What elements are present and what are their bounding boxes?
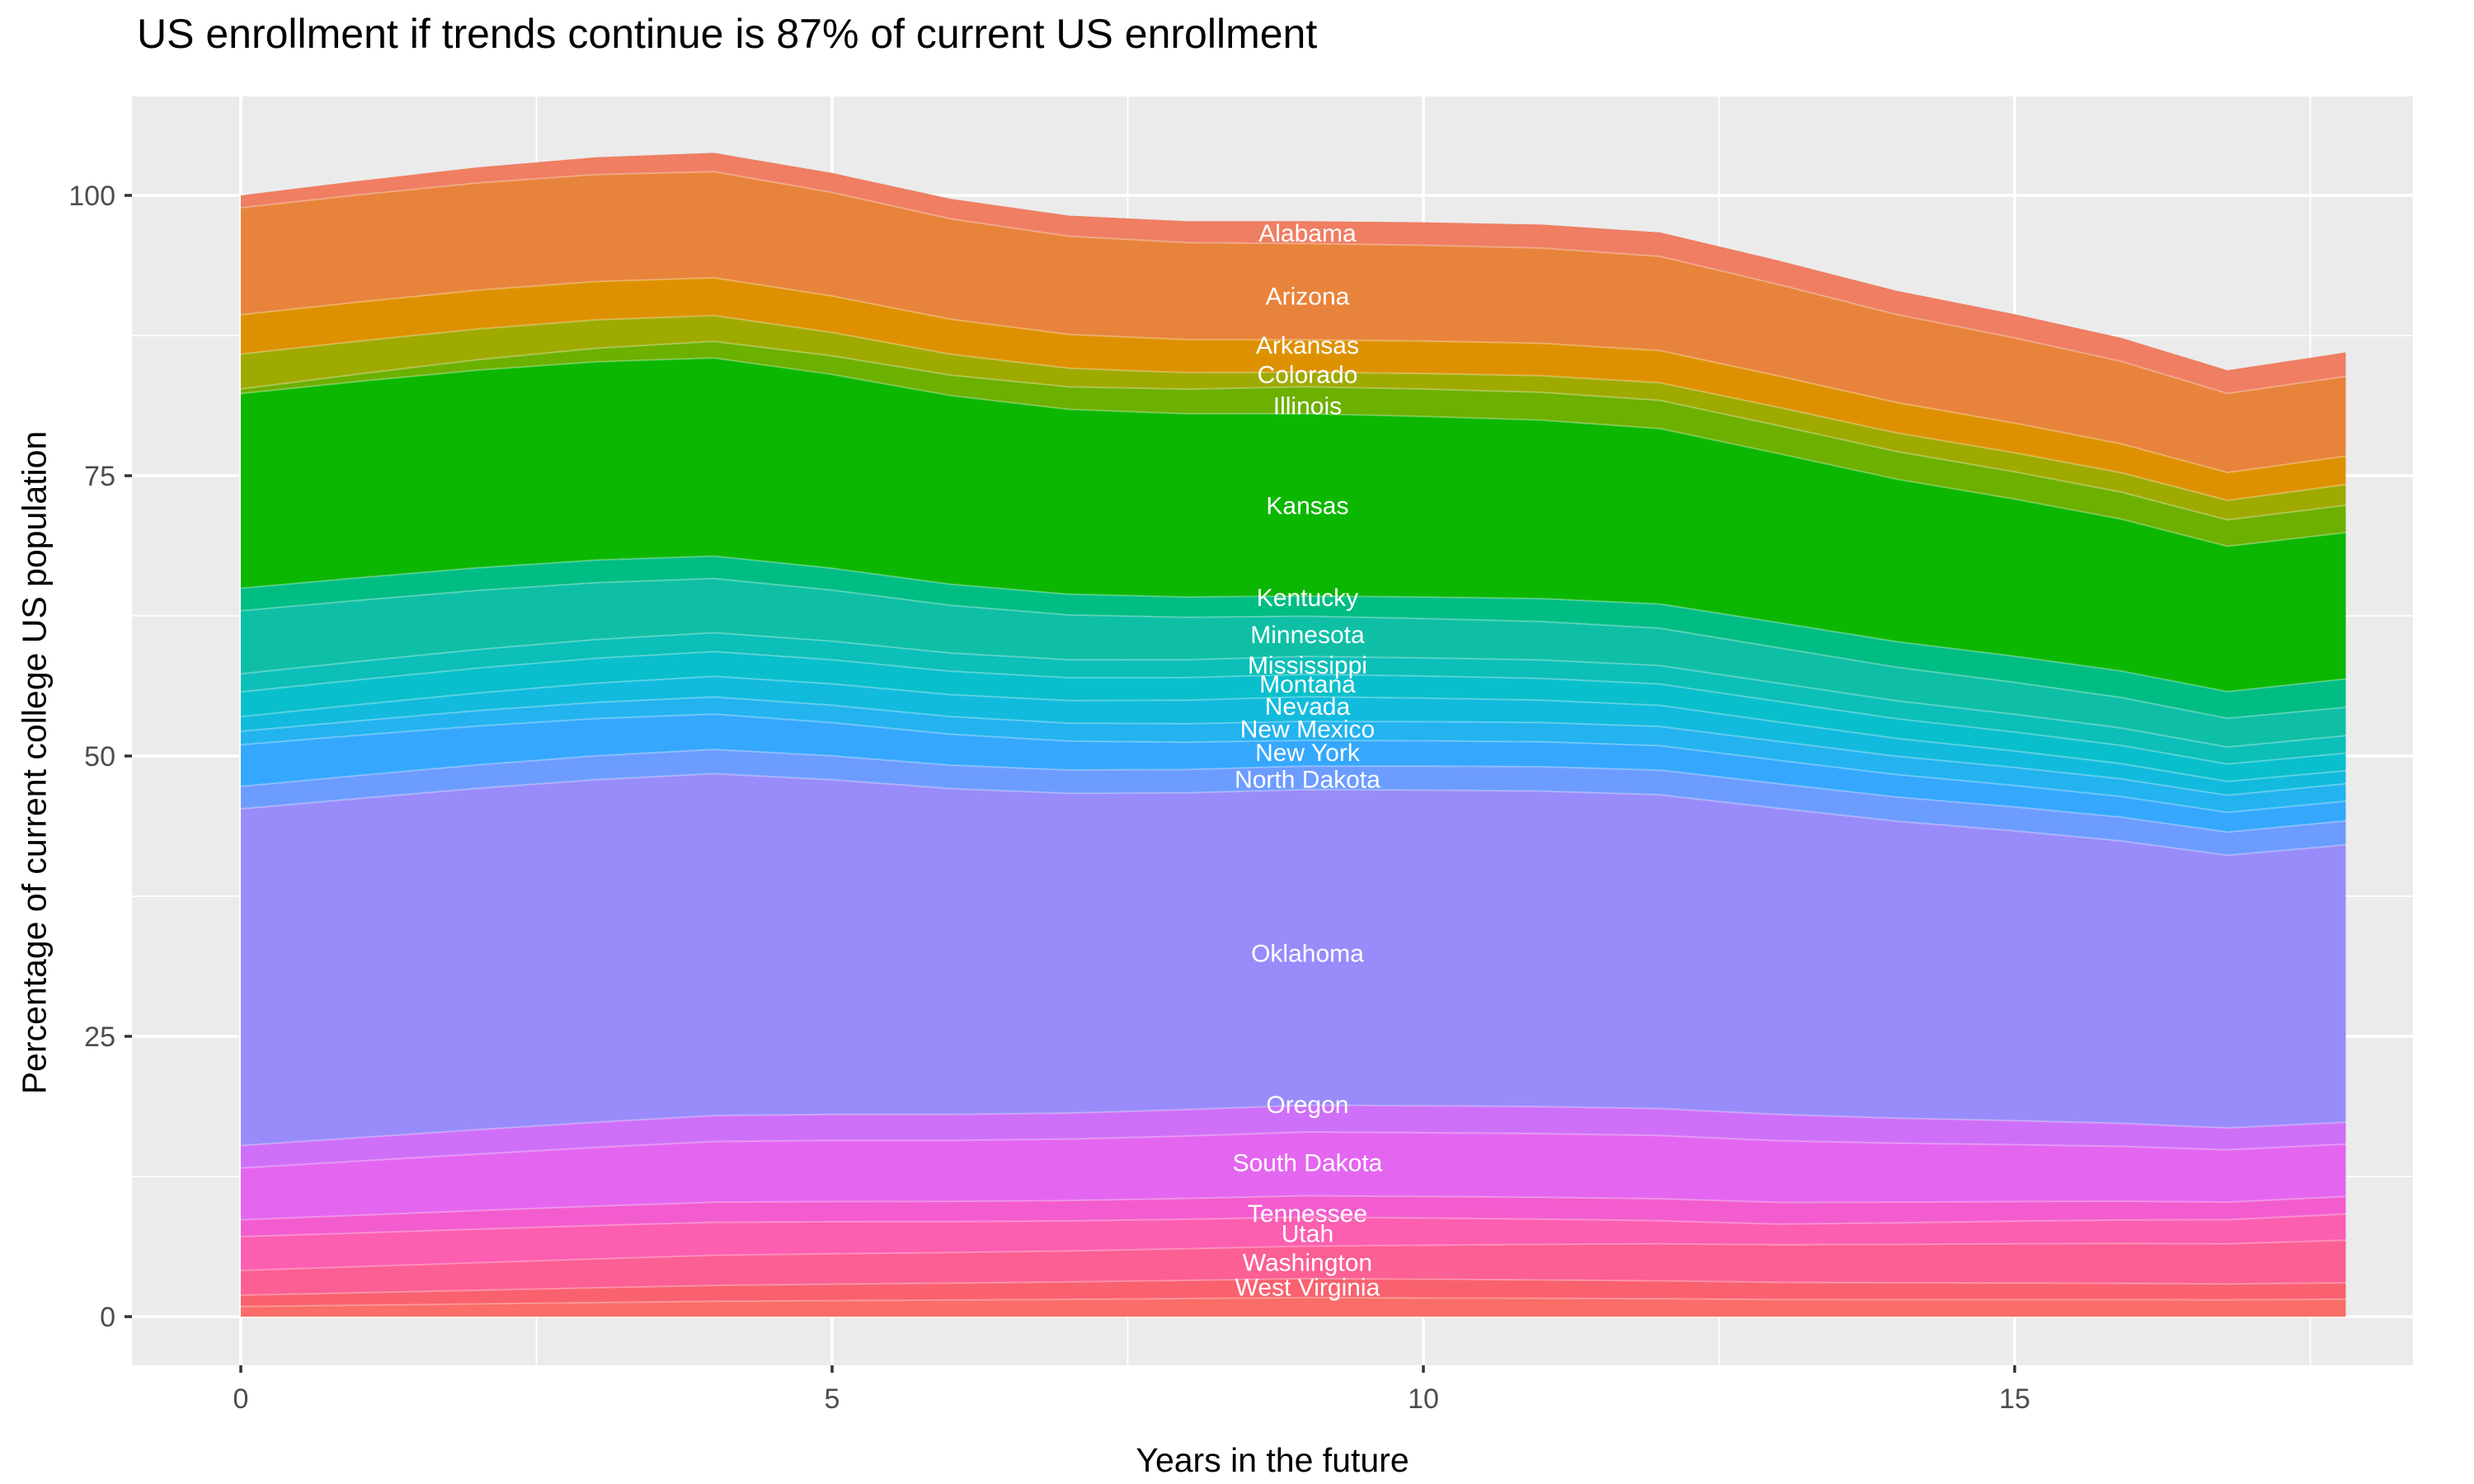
band-separator (240, 632, 2346, 749)
state-label-tennessee: Tennessee (1248, 1200, 1367, 1228)
band-separator (240, 1296, 2346, 1308)
area-band-alabama (241, 153, 2346, 394)
y-tick-label: 0 (100, 1302, 115, 1333)
band-separator (240, 340, 2346, 521)
state-label-minnesota: Minnesota (1250, 622, 1365, 649)
band-separator (240, 696, 2346, 796)
area-band-arizona (241, 171, 2346, 473)
area-band-south-dakota (241, 1132, 2346, 1220)
y-tick-label: 100 (68, 181, 115, 212)
area-band-north-dakota (241, 749, 2346, 856)
state-label-new-york: New York (1255, 740, 1361, 767)
state-label-new-mexico: New Mexico (1240, 716, 1375, 743)
y-tick-label: 25 (84, 1021, 115, 1053)
area-band-kentucky (241, 556, 2346, 719)
state-label-north-dakota: North Dakota (1235, 767, 1380, 794)
area-band-new-york (241, 714, 2346, 833)
state-label-alabama: Alabama (1258, 220, 1357, 247)
x-tick-label: 10 (1408, 1383, 1439, 1415)
state-label-west-virginia: West Virginia (1235, 1275, 1380, 1302)
band-separator (240, 314, 2346, 501)
state-label-nevada: Nevada (1265, 693, 1351, 721)
y-tick-label: 50 (84, 741, 115, 773)
area-band-utah (241, 1214, 2346, 1271)
state-label-mississippi: Mississippi (1248, 652, 1367, 679)
state-label-colorado: Colorado (1258, 362, 1358, 389)
area-band-colorado (241, 315, 2346, 520)
state-label-kansas: Kansas (1266, 493, 1348, 520)
state-label-montana: Montana (1259, 671, 1356, 698)
state-label-oregon: Oregon (1266, 1092, 1348, 1119)
x-tick-label: 15 (1999, 1383, 2030, 1415)
area-band-tennessee (241, 1195, 2346, 1237)
x-tick-label: 5 (825, 1383, 840, 1415)
area-band-oregon (241, 1105, 2346, 1168)
band-separator (240, 713, 2346, 814)
band-separator (240, 773, 2346, 857)
band-separator (240, 1239, 2346, 1272)
area-band-montana (241, 651, 2346, 782)
chart-title: US enrollment if trends continue is 87% … (137, 11, 1318, 57)
area-band-west-virginia (241, 1278, 2346, 1307)
area-band-oklahoma (241, 773, 2346, 1146)
area-band-nevada (241, 676, 2346, 796)
band-separator (240, 577, 2346, 720)
area-band-bottom (241, 1297, 2346, 1317)
state-label-kentucky: Kentucky (1257, 585, 1358, 612)
y-tick-label: 75 (84, 461, 115, 492)
band-separator (240, 1195, 2346, 1221)
band-separator (240, 1104, 2346, 1147)
band-separator (240, 675, 2346, 782)
band-separator (240, 1131, 2346, 1169)
state-label-utah: Utah (1282, 1220, 1333, 1247)
band-separator (240, 555, 2346, 693)
band-separator (240, 749, 2346, 834)
state-label-washington: Washington (1243, 1250, 1372, 1277)
band-separator (240, 650, 2346, 765)
area-band-minnesota (241, 578, 2346, 748)
y-axis-title: Percentage of current college US populat… (15, 430, 54, 1095)
state-label-oklahoma: Oklahoma (1251, 940, 1364, 967)
band-separator (240, 171, 2346, 395)
area-band-kansas (241, 358, 2346, 692)
area-band-washington (241, 1240, 2346, 1296)
state-label-south-dakota: South Dakota (1233, 1150, 1383, 1177)
state-label-arizona: Arizona (1266, 283, 1350, 310)
x-tick-label: 0 (233, 1383, 249, 1415)
state-label-arkansas: Arkansas (1256, 332, 1359, 359)
band-separator (240, 1213, 2346, 1238)
area-band-mississippi (241, 632, 2346, 764)
band-separator (240, 1277, 2346, 1297)
band-separator (240, 276, 2346, 474)
area-band-arkansas (241, 277, 2346, 500)
band-separator (240, 357, 2346, 547)
x-axis-title: Years in the future (1136, 1441, 1409, 1479)
state-label-illinois: Illinois (1273, 393, 1342, 420)
